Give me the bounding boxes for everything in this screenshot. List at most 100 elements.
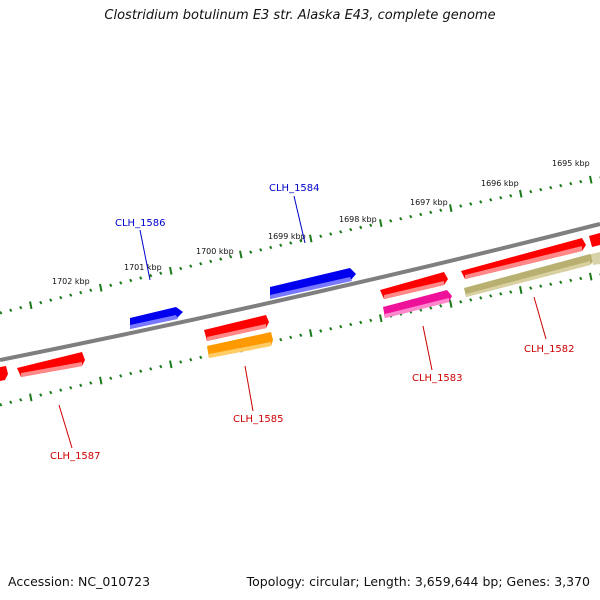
tick-mark <box>299 333 303 338</box>
tick-mark <box>149 367 153 371</box>
tick-mark <box>89 288 93 292</box>
gene-label-clh-1585[interactable]: CLH_1585 <box>233 414 284 425</box>
tick-mark <box>449 204 453 213</box>
tick-mark <box>499 292 503 296</box>
tick-mark <box>469 298 473 302</box>
tick-mark <box>349 227 353 232</box>
tick-mark <box>349 322 353 327</box>
tick-mark <box>289 335 293 340</box>
gene-red-mid-left[interactable] <box>204 315 269 341</box>
tick-mark <box>209 259 213 264</box>
tick-mark <box>509 290 513 294</box>
tick-mark <box>159 271 163 275</box>
tick-mark <box>179 360 183 364</box>
tick-mark <box>229 254 233 259</box>
tick-mark <box>249 250 253 254</box>
tick-mark <box>359 320 363 325</box>
tick-mark <box>389 219 393 223</box>
gene-clh-1587-feature[interactable] <box>17 352 85 377</box>
tick-mark <box>319 329 323 333</box>
gene-clh-1585-feature[interactable] <box>207 332 273 358</box>
tick-mark <box>9 308 13 312</box>
tick-mark <box>559 280 563 285</box>
tick-mark <box>0 402 3 407</box>
tick-mark <box>129 278 133 283</box>
tick-mark <box>139 369 143 373</box>
tick-mark <box>189 264 193 268</box>
leader-clh-1582 <box>533 296 547 340</box>
gene-red-mid-right[interactable] <box>380 272 448 299</box>
tick-mark <box>329 327 333 331</box>
tick-mark <box>569 181 573 186</box>
tick-mark <box>479 296 483 300</box>
leader-clh-1586 <box>139 229 151 281</box>
tick-mark <box>429 306 433 310</box>
leader-clh-1583 <box>422 325 433 371</box>
gene-forward-red-right[interactable] <box>589 233 600 247</box>
gene-clh-1586-feature[interactable] <box>130 307 183 329</box>
tick-mark <box>119 281 123 285</box>
gene-label-clh-1583[interactable]: CLH_1583 <box>412 373 463 384</box>
scale-label-1696: 1696 kbp <box>481 179 519 188</box>
scale-label-1701: 1701 kbp <box>124 263 162 272</box>
tick-mark <box>539 187 543 192</box>
tick-mark <box>309 234 313 243</box>
tick-mark <box>329 232 333 236</box>
tick-mark <box>319 234 323 239</box>
gene-clh-1583-feature[interactable] <box>383 290 452 318</box>
accession-text: Accession: NC_010723 <box>8 574 151 589</box>
tick-mark <box>259 248 263 252</box>
tick-mark <box>109 283 113 288</box>
gene-clh-1582-feature[interactable] <box>464 252 600 297</box>
tick-mark <box>409 214 413 219</box>
tick-mark <box>529 286 533 290</box>
tick-mark <box>29 393 33 402</box>
tick-mark <box>519 189 523 198</box>
tick-mark <box>49 390 53 395</box>
tick-mark <box>79 290 83 295</box>
tick-mark <box>359 225 363 230</box>
tick-mark <box>589 175 593 184</box>
scale-label-1695: 1695 kbp <box>552 159 590 168</box>
tick-mark <box>489 198 493 202</box>
tick-mark <box>149 273 153 278</box>
gene-label-clh-1587[interactable]: CLH_1587 <box>50 451 101 462</box>
tick-mark <box>89 381 93 385</box>
scale-label-1697: 1697 kbp <box>410 198 448 207</box>
tick-mark <box>279 243 283 248</box>
tick-mark <box>279 337 283 342</box>
tick-mark <box>469 202 473 206</box>
scale-label-1700: 1700 kbp <box>196 247 234 256</box>
tick-mark <box>519 286 523 294</box>
tick-mark <box>19 398 23 402</box>
outer-tick-track <box>0 175 600 315</box>
tick-mark <box>199 355 203 360</box>
tick-mark <box>529 189 533 194</box>
tick-mark <box>199 261 203 266</box>
genome-backbone <box>0 222 600 362</box>
tick-mark <box>509 193 513 198</box>
tick-mark <box>189 357 193 362</box>
tick-mark <box>39 300 43 305</box>
gene-label-clh-1586[interactable]: CLH_1586 <box>115 218 166 229</box>
gene-red-large-right[interactable] <box>461 238 586 279</box>
gene-red-left-edge[interactable] <box>0 366 8 381</box>
tick-mark <box>419 212 423 217</box>
tick-mark <box>219 257 223 261</box>
leader-clh-1584 <box>293 195 306 244</box>
tick-mark <box>399 216 403 221</box>
tick-mark <box>459 204 463 208</box>
gene-label-clh-1584[interactable]: CLH_1584 <box>269 183 320 194</box>
tick-mark <box>269 245 273 250</box>
tick-mark <box>29 301 33 310</box>
tick-mark <box>169 360 173 369</box>
gene-label-clh-1582[interactable]: CLH_1582 <box>524 344 575 355</box>
tick-mark <box>179 266 183 271</box>
gene-clh-1584-feature[interactable] <box>270 268 356 299</box>
tick-mark <box>59 388 63 392</box>
tick-mark <box>439 208 443 212</box>
tick-mark <box>69 385 73 390</box>
tick-mark <box>9 400 13 405</box>
tick-mark <box>449 299 453 308</box>
